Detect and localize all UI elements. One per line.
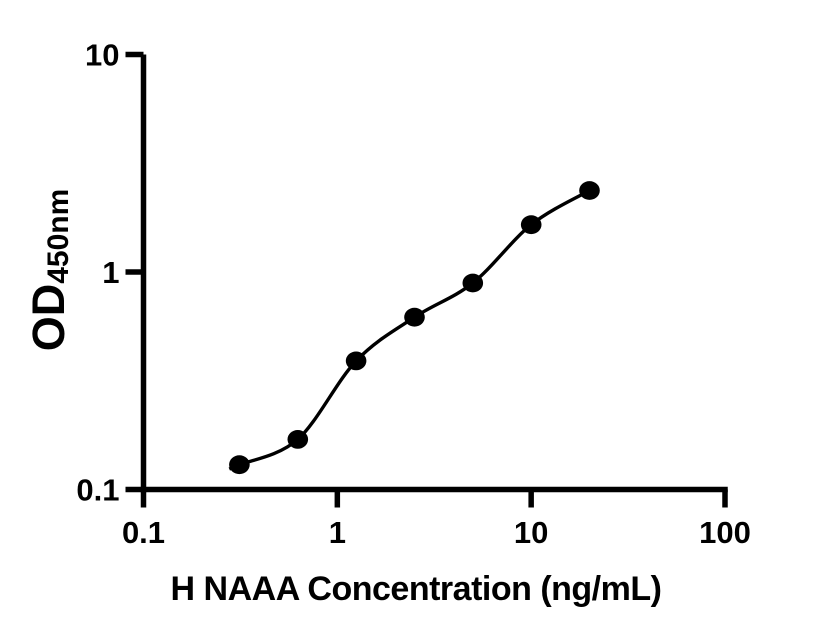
x-tick-label: 0.1: [122, 515, 165, 550]
data-point: [287, 430, 309, 449]
y-tick-label: 0.1: [76, 473, 119, 508]
data-point: [520, 215, 542, 235]
data-points: [229, 181, 600, 475]
data-point: [579, 181, 600, 200]
y-tick-label: 1: [102, 255, 119, 290]
data-point: [404, 307, 425, 327]
y-tick-label: 10: [85, 38, 119, 73]
y-axis-title-subscript: 450nm: [42, 189, 75, 284]
x-tick-label: 100: [699, 515, 751, 550]
x-tick-label: 10: [514, 515, 548, 550]
data-point: [462, 273, 484, 293]
axes: [140, 54, 728, 493]
x-axis-title: H NAAA Concentration (ng/mL): [171, 570, 662, 608]
y-axis-title: OD450nm: [23, 189, 75, 352]
axis-ticks: [125, 51, 728, 508]
data-point: [345, 351, 367, 371]
x-tick-label: 1: [329, 515, 346, 550]
y-axis-title-main: OD: [23, 284, 74, 352]
data-point: [229, 455, 250, 475]
axis-tick-labels: 0.1 1 10 0.1 1 10 100: [76, 38, 750, 551]
